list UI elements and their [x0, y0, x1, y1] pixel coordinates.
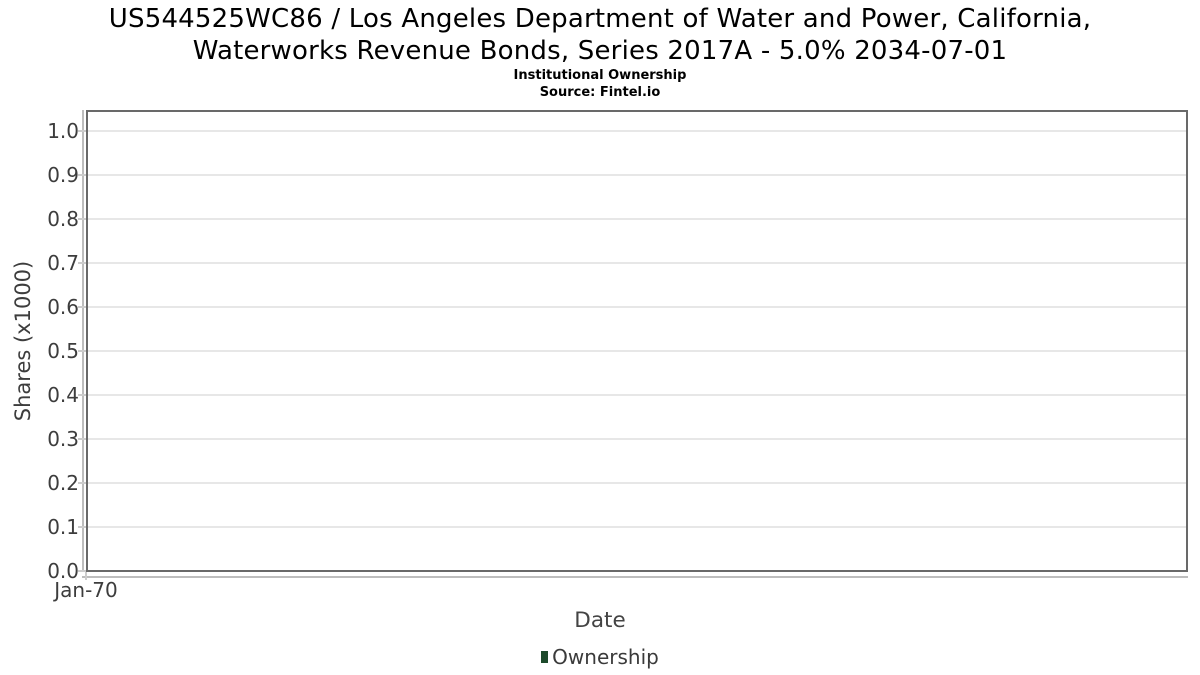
y-tick-label: 0.7: [47, 251, 79, 275]
y-tick-mark: [78, 262, 86, 264]
y-tick-label: 0.6: [47, 295, 79, 319]
y-tick-mark: [78, 394, 86, 396]
y-tick-mark: [78, 570, 86, 572]
y-tick-label: 1.0: [47, 119, 79, 143]
gridline: [88, 438, 1186, 440]
gridline: [88, 174, 1186, 176]
x-axis-label: Date: [574, 608, 626, 633]
chart-title-line2: Waterworks Revenue Bonds, Series 2017A -…: [192, 36, 1008, 66]
gridline: [88, 350, 1186, 352]
y-axis-label: Shares (x1000): [11, 260, 35, 422]
y-tick-label: 0.3: [47, 427, 79, 451]
y-tick-label: 0.2: [47, 471, 79, 495]
gridline: [88, 394, 1186, 396]
y-tick-label: 0.9: [47, 163, 79, 187]
y-tick-label: 0.0: [47, 559, 79, 583]
gridline: [88, 218, 1186, 220]
chart-title: US544525WC86 / Los Angeles Department of…: [0, 3, 1200, 67]
y-tick-mark: [78, 482, 86, 484]
y-tick-mark: [78, 350, 86, 352]
x-axis-line: [82, 576, 1188, 578]
plot-area: [86, 110, 1188, 572]
y-tick-mark: [78, 174, 86, 176]
chart-subtitle: Institutional Ownership: [513, 68, 687, 83]
y-tick-mark: [78, 130, 86, 132]
y-tick-label: 0.8: [47, 207, 79, 231]
y-tick-mark: [78, 218, 86, 220]
gridline: [88, 526, 1186, 528]
y-tick-mark: [78, 438, 86, 440]
x-tick-label: Jan-70: [54, 578, 118, 602]
y-tick-mark: [78, 306, 86, 308]
y-axis-line: [82, 110, 84, 572]
chart-source-credit: Source: Fintel.io: [539, 85, 661, 100]
chart-title-line1: US544525WC86 / Los Angeles Department of…: [108, 4, 1092, 34]
gridline: [88, 482, 1186, 484]
legend: Ownership: [0, 644, 1200, 670]
y-tick-mark: [78, 526, 86, 528]
gridline: [88, 262, 1186, 264]
gridline: [88, 306, 1186, 308]
y-tick-label: 0.5: [47, 339, 79, 363]
gridline: [88, 130, 1186, 132]
x-tick-mark: [85, 572, 87, 580]
ownership-series-swatch: [541, 651, 549, 663]
y-tick-label: 0.1: [47, 515, 79, 539]
y-tick-label: 0.4: [47, 383, 79, 407]
legend-label-ownership: Ownership: [552, 645, 659, 669]
